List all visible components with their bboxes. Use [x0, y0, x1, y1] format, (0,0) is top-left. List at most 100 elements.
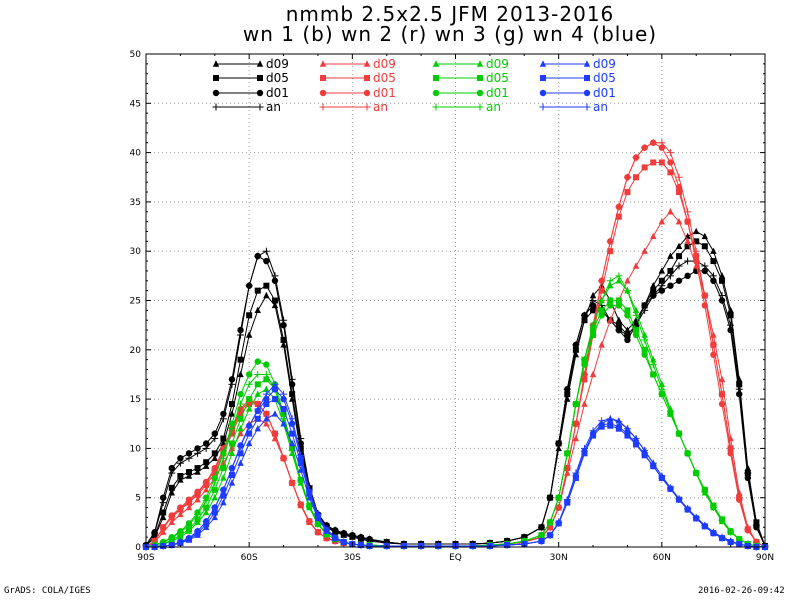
data-point	[641, 306, 649, 314]
data-point	[563, 496, 571, 504]
data-point	[666, 149, 674, 157]
data-point	[727, 326, 734, 334]
data-point	[701, 267, 709, 275]
data-point	[176, 528, 184, 536]
legend-label: d09	[373, 57, 396, 71]
legend-marker	[212, 103, 220, 111]
data-point	[692, 247, 700, 255]
data-point	[168, 512, 176, 520]
data-point	[237, 370, 244, 378]
data-point	[649, 459, 657, 467]
data-point	[624, 430, 631, 437]
data-point	[615, 213, 622, 220]
data-point	[185, 534, 193, 542]
data-point	[641, 164, 648, 171]
data-point	[701, 292, 709, 300]
data-point	[666, 272, 674, 280]
data-point	[323, 525, 331, 533]
data-point	[254, 381, 261, 388]
data-point	[709, 528, 717, 536]
legend-marker	[363, 103, 371, 111]
data-point	[563, 385, 571, 393]
data-point	[305, 517, 313, 525]
data-point	[589, 427, 597, 435]
data-point	[718, 516, 726, 524]
legend-marker	[363, 89, 371, 97]
data-point	[280, 420, 287, 427]
legend-entry-wn4-d09: d09	[539, 57, 616, 71]
series-wn2-an	[142, 139, 769, 551]
legend-entry-wn2-d05: d05	[320, 71, 396, 85]
data-point	[220, 498, 227, 506]
legend: d09d05d01and09d05d01and09d05d01and09d05d…	[212, 57, 616, 114]
legend-entry-wn1-an: an	[212, 100, 281, 114]
data-point	[684, 505, 692, 513]
legend-marker	[319, 103, 327, 111]
data-point	[271, 386, 279, 393]
data-point	[220, 465, 227, 472]
data-point	[228, 472, 235, 479]
data-point	[658, 287, 666, 294]
legend-marker	[583, 89, 591, 97]
data-point	[555, 504, 563, 512]
data-point	[271, 272, 279, 280]
data-point	[194, 445, 201, 452]
data-point	[194, 449, 202, 457]
y-tick-label: 45	[130, 99, 141, 109]
series-wn3-d09	[142, 277, 769, 550]
data-point	[271, 434, 279, 442]
legend-marker	[319, 89, 327, 97]
data-point	[684, 243, 691, 250]
data-point	[623, 331, 631, 339]
data-point	[228, 479, 236, 486]
legend-entry-wn4-an: an	[539, 100, 608, 114]
data-point	[185, 469, 192, 476]
data-point	[546, 518, 554, 526]
data-point	[194, 468, 201, 475]
data-point	[607, 302, 614, 309]
data-point	[598, 297, 606, 304]
data-point	[675, 173, 683, 181]
data-point	[185, 521, 193, 529]
y-tick-label: 50	[130, 50, 142, 60]
x-tick-label: 30S	[344, 553, 361, 563]
data-point	[607, 248, 614, 255]
data-point	[709, 341, 717, 349]
data-point	[546, 531, 554, 539]
data-point	[658, 159, 665, 166]
data-point	[598, 417, 606, 425]
data-point	[546, 494, 554, 502]
data-point	[168, 518, 175, 526]
data-point	[159, 513, 167, 521]
data-point	[254, 415, 261, 422]
data-point	[623, 287, 631, 295]
data-point	[744, 469, 752, 477]
data-point	[246, 430, 253, 437]
data-point	[185, 454, 193, 462]
data-point	[254, 424, 261, 432]
data-point	[658, 267, 666, 274]
data-point	[718, 390, 726, 398]
y-tick-label: 0	[135, 543, 141, 553]
data-point	[589, 297, 597, 304]
legend-marker	[433, 75, 439, 81]
legend-entry-wn3-d05: d05	[433, 71, 509, 85]
legend-entry-wn2-d09: d09	[319, 57, 396, 71]
data-point	[288, 479, 296, 487]
legend-label: d01	[266, 86, 289, 100]
data-point	[305, 486, 313, 494]
data-point	[288, 395, 296, 402]
data-point	[598, 341, 605, 348]
data-point	[718, 292, 726, 300]
legend-marker	[584, 75, 590, 81]
data-point	[676, 253, 683, 260]
data-point	[658, 139, 666, 147]
data-point	[297, 451, 305, 459]
data-point	[288, 439, 296, 447]
data-point	[194, 489, 202, 497]
data-point	[254, 306, 261, 314]
data-point	[537, 537, 545, 545]
data-point	[176, 538, 184, 546]
data-point	[735, 494, 743, 502]
data-point	[658, 144, 666, 151]
